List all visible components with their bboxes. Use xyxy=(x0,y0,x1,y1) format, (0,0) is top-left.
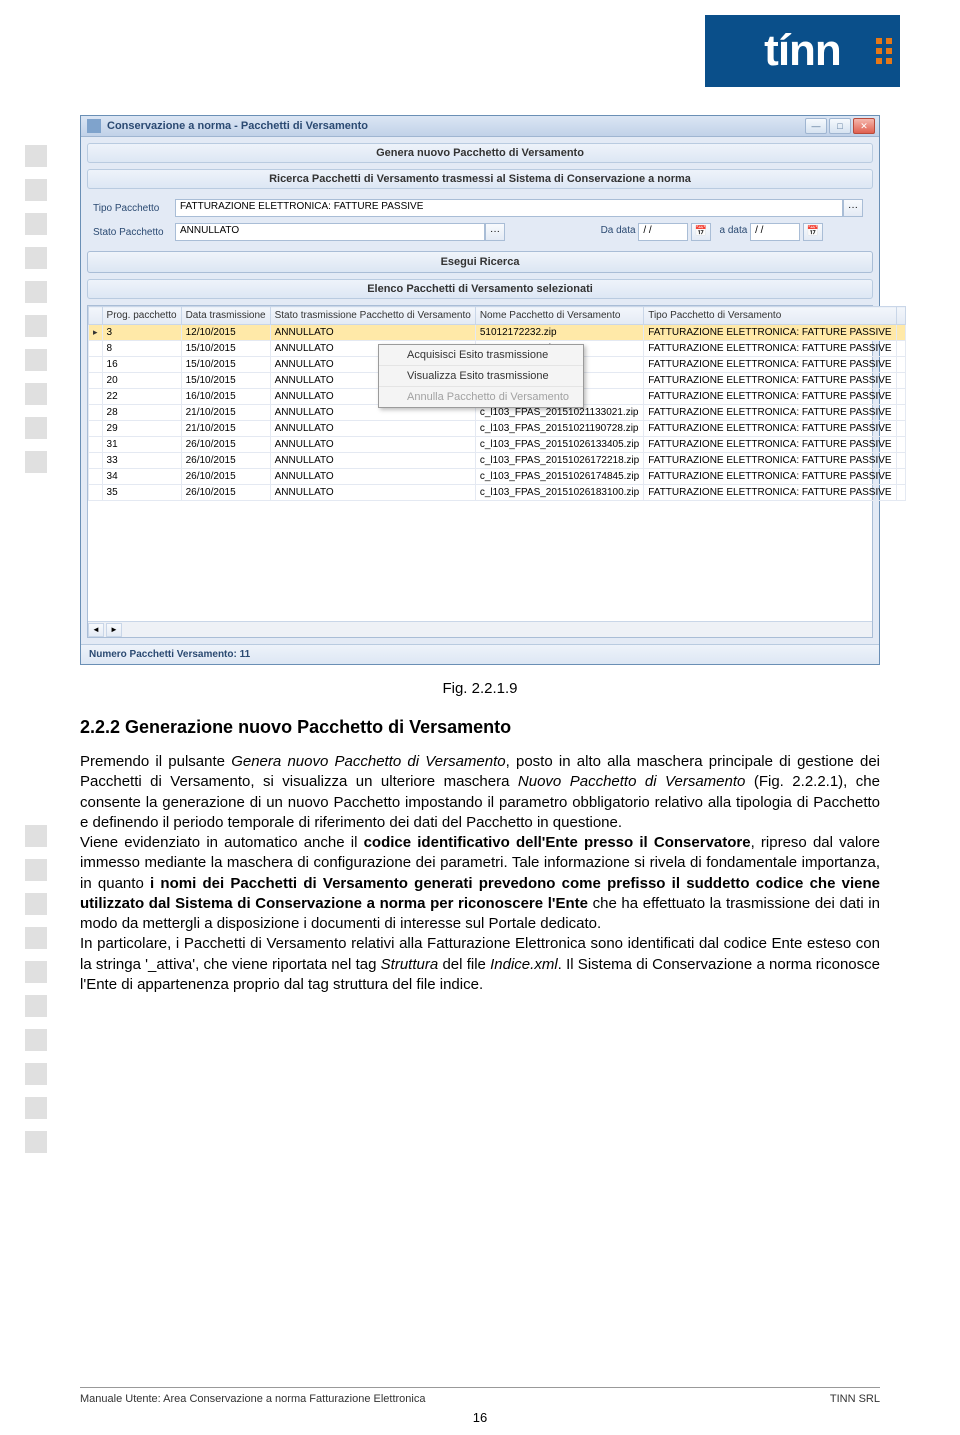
table-row[interactable]: 3126/10/2015ANNULLATOc_l103_FPAS_2015102… xyxy=(89,437,906,453)
a-data-calendar-icon[interactable]: 📅 xyxy=(803,223,823,241)
da-data-label: Da data xyxy=(601,225,636,236)
tipo-input[interactable]: FATTURAZIONE ELETTRONICA: FATTURE PASSIV… xyxy=(175,199,843,217)
table-row[interactable]: 3326/10/2015ANNULLATOc_l103_FPAS_2015102… xyxy=(89,453,906,469)
col-tipo[interactable]: Tipo Pacchetto di Versamento xyxy=(644,307,896,325)
scroll-left-icon[interactable]: ◄ xyxy=(88,623,104,637)
title-bar: Conservazione a norma - Pacchetti di Ver… xyxy=(81,116,879,137)
body-paragraph-1: Premendo il pulsante Genera nuovo Pacche… xyxy=(80,752,880,833)
col-data[interactable]: Data trasmissione xyxy=(181,307,270,325)
decorative-side-squares xyxy=(25,145,55,1165)
tipo-lookup-button[interactable]: ··· xyxy=(843,199,863,217)
scroll-right-icon[interactable]: ► xyxy=(106,623,122,637)
close-button[interactable]: ✕ xyxy=(853,118,875,134)
page-number: 16 xyxy=(473,1410,487,1425)
table-row[interactable]: 3526/10/2015ANNULLATOc_l103_FPAS_2015102… xyxy=(89,485,906,501)
footer: Manuale Utente: Area Conservazione a nor… xyxy=(80,1387,880,1405)
tinn-logo: tínn xyxy=(705,15,900,87)
app-icon xyxy=(87,119,101,133)
table-row[interactable]: ▸312/10/2015ANNULLATO51012172232.zipFATT… xyxy=(89,325,906,341)
maximize-button[interactable]: □ xyxy=(829,118,851,134)
ctx-view-result[interactable]: Visualizza Esito trasmissione xyxy=(379,365,583,386)
a-data-label: a data xyxy=(720,225,748,236)
da-data-input[interactable]: / / xyxy=(638,223,688,241)
da-data-calendar-icon[interactable]: 📅 xyxy=(691,223,711,241)
footer-right: TINN SRL xyxy=(830,1393,880,1405)
generate-new-button[interactable]: Genera nuovo Pacchetto di Versamento xyxy=(87,143,873,163)
minimize-button[interactable]: — xyxy=(805,118,827,134)
execute-search-button[interactable]: Esegui Ricerca xyxy=(87,251,873,273)
status-bar: Numero Pacchetti Versamento: 11 xyxy=(81,644,879,664)
footer-left: Manuale Utente: Area Conservazione a nor… xyxy=(80,1393,425,1405)
results-section-header: Elenco Pacchetti di Versamento seleziona… xyxy=(87,279,873,299)
horizontal-scrollbar[interactable]: ◄ ► xyxy=(88,621,872,637)
ctx-acquire-result[interactable]: Acquisisci Esito trasmissione xyxy=(379,345,583,365)
a-data-input[interactable]: / / xyxy=(750,223,800,241)
table-row[interactable]: 3426/10/2015ANNULLATOc_l103_FPAS_2015102… xyxy=(89,469,906,485)
body-paragraph-2: Viene evidenziato in automatico anche il… xyxy=(80,833,880,934)
col-prog[interactable]: Prog. pacchetto xyxy=(102,307,181,325)
window-title: Conservazione a norma - Pacchetti di Ver… xyxy=(107,120,368,132)
results-grid: Prog. pacchetto Data trasmissione Stato … xyxy=(87,305,873,638)
tipo-label: Tipo Pacchetto xyxy=(89,197,169,219)
stato-input[interactable]: ANNULLATO xyxy=(175,223,485,241)
body-paragraph-3: In particolare, i Pacchetti di Versament… xyxy=(80,934,880,995)
app-window: Conservazione a norma - Pacchetti di Ver… xyxy=(80,115,880,665)
section-heading: 2.2.2 Generazione nuovo Pacchetto di Ver… xyxy=(80,717,880,738)
table-row[interactable]: 2921/10/2015ANNULLATOc_l103_FPAS_2015102… xyxy=(89,421,906,437)
filters-area: Tipo Pacchetto FATTURAZIONE ELETTRONICA:… xyxy=(87,195,873,245)
col-stato[interactable]: Stato trasmissione Pacchetto di Versamen… xyxy=(270,307,475,325)
context-menu: Acquisisci Esito trasmissione Visualizza… xyxy=(378,344,584,408)
search-section-header: Ricerca Pacchetti di Versamento trasmess… xyxy=(87,169,873,189)
stato-lookup-button[interactable]: ··· xyxy=(485,223,505,241)
col-nome[interactable]: Nome Pacchetto di Versamento xyxy=(475,307,643,325)
ctx-cancel-package: Annulla Pacchetto di Versamento xyxy=(379,386,583,407)
figure-caption: Fig. 2.2.1.9 xyxy=(80,680,880,697)
stato-label: Stato Pacchetto xyxy=(89,221,169,243)
